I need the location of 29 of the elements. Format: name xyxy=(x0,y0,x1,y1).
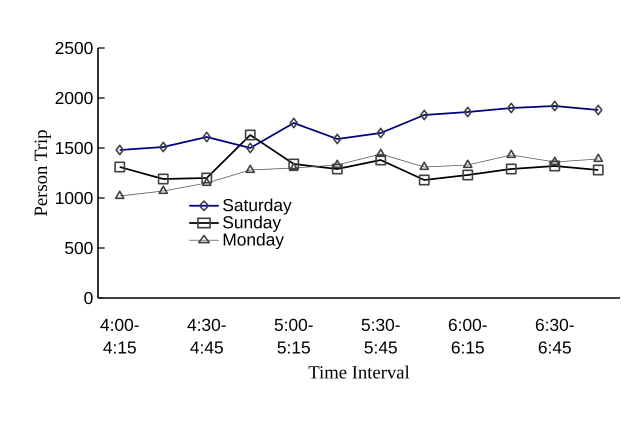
point xyxy=(550,156,560,166)
point xyxy=(245,164,256,174)
point xyxy=(202,178,212,186)
point xyxy=(114,190,125,200)
x-axis-title: Time Interval xyxy=(308,365,410,379)
point xyxy=(332,160,342,168)
point xyxy=(288,162,299,172)
point xyxy=(506,150,516,158)
y-tick-label: 1000 xyxy=(56,192,93,204)
point xyxy=(158,186,168,194)
y-tick-label: 2500 xyxy=(56,42,93,54)
x-tick-label: 6:00- 6:15 xyxy=(448,318,487,354)
y-axis-title: Person Trip xyxy=(34,130,51,216)
point xyxy=(593,154,604,162)
point xyxy=(419,162,430,170)
x-tick-label: 5:30- 5:45 xyxy=(362,318,400,354)
x-tick-label: 6:30- 6:45 xyxy=(536,318,574,354)
legend-label: Saturday xyxy=(223,198,292,215)
y-tick-label: 500 xyxy=(65,242,93,254)
y-tick-label: 2000 xyxy=(56,92,93,104)
point xyxy=(376,148,386,158)
legend-label: Monday xyxy=(224,232,284,250)
x-tick-label: 4:30- 4:45 xyxy=(187,318,226,354)
legend-label: Sunday xyxy=(223,216,282,232)
point xyxy=(462,160,473,168)
x-tick-label: 4:00- 4:15 xyxy=(100,318,139,354)
y-tick-label: 1500 xyxy=(56,142,93,154)
y-tick-label: 0 xyxy=(84,292,93,304)
x-tick-label: 5:00- 5:15 xyxy=(274,318,313,354)
